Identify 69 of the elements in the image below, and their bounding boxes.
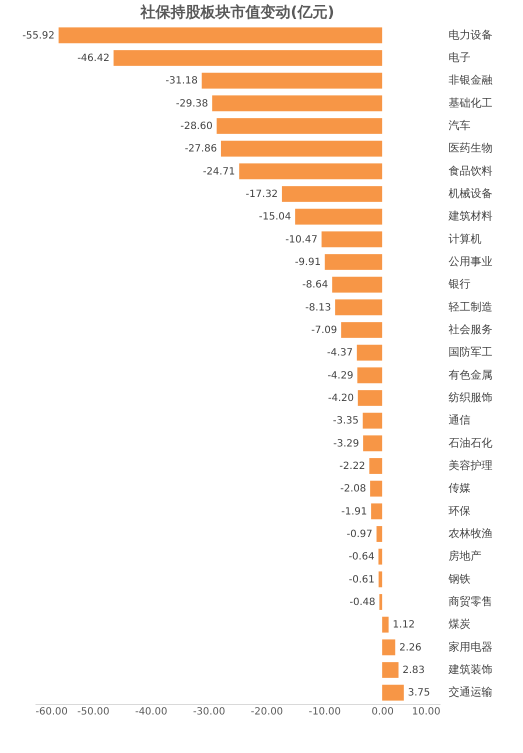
data-label: -2.08 xyxy=(340,484,366,495)
data-label: -0.61 xyxy=(348,574,375,586)
data-label: -3.35 xyxy=(332,416,359,427)
y-tick-label: 商贸零售 xyxy=(448,595,492,608)
data-label: 1.12 xyxy=(392,620,415,631)
y-tick-label: 电力设备 xyxy=(448,28,492,42)
y-tick-label: 煤炭 xyxy=(448,618,470,631)
y-tick-label: 房地产 xyxy=(448,550,482,563)
data-label: -55.92 xyxy=(22,30,55,42)
y-tick-label: 建筑材料 xyxy=(448,210,492,223)
y-tick-label: 社会服务 xyxy=(448,323,492,336)
data-label: -15.04 xyxy=(258,212,292,223)
y-tick-label: 医药生物 xyxy=(448,142,492,155)
x-tick-label: 0.00 xyxy=(372,706,394,718)
y-tick-label: 计算机 xyxy=(448,232,482,246)
data-label: -0.48 xyxy=(349,597,376,608)
x-tick-label: 10.00 xyxy=(412,706,440,718)
chart-title: 社保持股板块市值变动(亿元) xyxy=(140,3,334,21)
data-label: -10.47 xyxy=(285,234,318,246)
data-label: -29.38 xyxy=(176,98,208,110)
y-tick-label: 电子 xyxy=(448,51,470,64)
data-label: -0.64 xyxy=(348,552,374,563)
data-label: -24.71 xyxy=(202,166,236,178)
data-label: -4.37 xyxy=(326,348,353,359)
y-tick-label: 基础化工 xyxy=(448,96,492,110)
y-tick-label: 传媒 xyxy=(448,482,470,495)
y-tick-label: 钢铁 xyxy=(448,572,470,586)
data-label: 2.26 xyxy=(399,642,422,654)
y-tick-label: 农林牧渔 xyxy=(448,527,492,540)
data-label: -3.29 xyxy=(333,438,360,450)
y-tick-label: 美容护理 xyxy=(448,459,492,472)
x-tick-label: -40.00 xyxy=(135,706,168,718)
data-label: -17.32 xyxy=(246,189,278,200)
y-tick-label: 石油石化 xyxy=(448,436,492,450)
y-tick-label: 通信 xyxy=(448,414,470,427)
y-tick-label: 银行 xyxy=(448,278,470,291)
y-tick-label: 环保 xyxy=(448,504,470,518)
data-label: -8.64 xyxy=(302,280,328,291)
data-label: -7.09 xyxy=(311,325,338,336)
data-label: -9.91 xyxy=(294,257,321,268)
data-label: -2.22 xyxy=(339,461,366,472)
x-tick-label: -50.00 xyxy=(77,706,110,718)
data-label: -28.60 xyxy=(180,121,213,132)
data-label: -27.86 xyxy=(184,144,217,155)
data-label: -8.13 xyxy=(305,302,332,314)
x-tick-label: -30.00 xyxy=(192,706,226,718)
y-tick-label: 交通运输 xyxy=(448,686,492,699)
data-label: -46.42 xyxy=(77,53,110,64)
data-label: -4.29 xyxy=(327,370,354,382)
x-tick-label: -10.00 xyxy=(308,706,341,718)
data-label: -1.91 xyxy=(341,506,368,518)
data-label: -0.97 xyxy=(346,529,373,540)
data-label: -4.20 xyxy=(328,393,354,404)
y-tick-label: 国防军工 xyxy=(448,346,492,359)
x-tick-label: -60.00 xyxy=(36,706,68,718)
y-tick-label: 机械设备 xyxy=(448,187,492,200)
y-tick-label: 建筑装饰 xyxy=(448,663,492,676)
y-tick-label: 有色金属 xyxy=(448,368,492,382)
y-tick-label: 汽车 xyxy=(448,119,470,132)
data-label: -31.18 xyxy=(165,76,198,87)
y-tick-label: 轻工制造 xyxy=(448,300,492,314)
y-tick-label: 公用事业 xyxy=(448,255,492,268)
y-tick-label: 家用电器 xyxy=(448,640,492,654)
data-label: 3.75 xyxy=(408,688,430,699)
x-tick-label: -20.00 xyxy=(250,706,284,718)
y-tick-label: 非银金融 xyxy=(448,74,492,87)
y-tick-label: 纺织服饰 xyxy=(448,391,492,404)
y-tick-label: 食品饮料 xyxy=(448,164,492,178)
data-label: 2.83 xyxy=(402,665,425,676)
